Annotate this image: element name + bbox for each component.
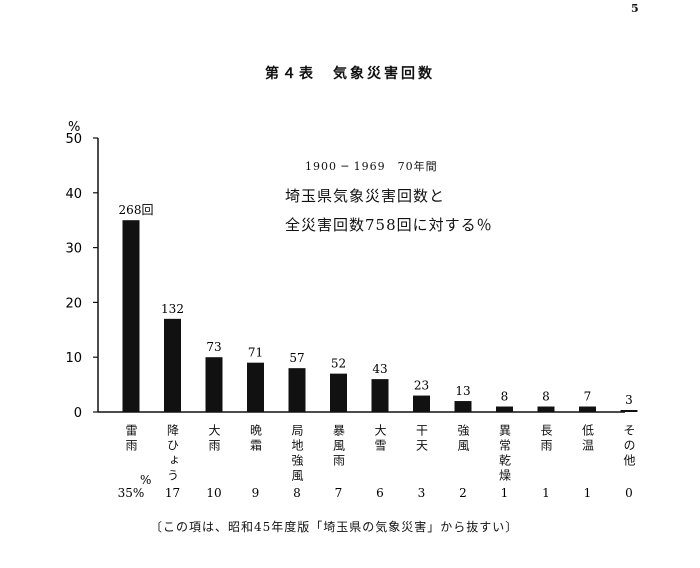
percent-value-label: 1 [501,486,509,500]
percent-value-label: 0 [625,486,633,500]
category-label: 暴風雨 [331,424,346,469]
percent-value-label: 10 [206,486,221,500]
bar-count-label: 8 [501,390,509,404]
percent-value-label: 8 [293,486,301,500]
page-number: 5 [631,2,639,15]
y-tick-label: 0 [74,406,82,421]
bar [496,406,513,412]
bar-count-label: 73 [206,340,221,354]
category-label: 大雨 [207,424,221,454]
bar [454,401,472,412]
y-tick-label: 30 [65,242,82,257]
chart-title: 第４表 気象災害回数 [265,66,435,82]
bar [330,373,347,412]
chart-annotation-line: 全災害回数758回に対する％ [285,216,493,234]
footnote: 〔この項は、昭和45年度版「埼玉県の気象災害」から抜すい〕 [150,520,519,534]
category-label: 晩霜 [248,424,263,454]
bar [537,406,555,412]
bar-count-label: 7 [584,390,592,404]
chart-annotation-line: 埼玉県気象災害回数と [285,187,446,205]
category-label: その他 [622,424,636,469]
percent-value-label: 2 [459,486,467,500]
bar [413,395,430,412]
bar-count-label: 23 [414,379,429,393]
bar [371,379,389,412]
bar-count-label: 52 [331,357,346,371]
bar-count-label: 3 [625,393,633,407]
y-axis-unit: % [68,120,80,135]
category-label: 大雪 [373,424,387,454]
category-label: 強風 [456,424,470,454]
percent-value-label: 7 [335,486,343,500]
percent-value-label: 9 [252,486,260,500]
percent-value-label: 35% [118,486,145,500]
category-label: 長雨 [539,424,553,454]
category-label: 干天 [414,424,429,454]
percent-value-label: 1 [542,486,550,500]
percent-sign: % [140,473,151,487]
y-tick-label: 50 [65,132,82,147]
bar-count-label: 43 [372,362,387,376]
y-tick-label: 10 [65,351,82,366]
bar-count-label: 13 [455,384,470,398]
bar-count-label: 71 [248,346,263,360]
bar [288,368,306,412]
bar-count-label: 8 [542,390,550,404]
bar [122,220,140,412]
percent-value-label: 6 [376,486,384,500]
category-label: 雷雨 [124,424,138,454]
category-label: 異常乾燥 [497,424,512,484]
category-label: 低温 [580,424,595,454]
bar-count-label: 57 [289,351,304,365]
percent-value-label: 3 [418,486,426,500]
percent-value-label: 1 [584,486,592,500]
bar [247,362,264,412]
bar-count-label: 132 [161,302,184,316]
bar [579,406,596,412]
percent-value-label: 17 [165,486,180,500]
bar [164,318,181,412]
y-tick-label: 40 [65,187,82,202]
y-tick-label: 20 [65,296,82,311]
category-label: 降ひょう [165,424,180,484]
category-label: 局地強風 [290,424,304,484]
bar-count-label: 268回 [119,203,154,217]
chart-annotation-line: 1900 ─ 1969 70年間 [305,160,438,173]
bar [205,357,223,412]
bar [620,410,638,412]
